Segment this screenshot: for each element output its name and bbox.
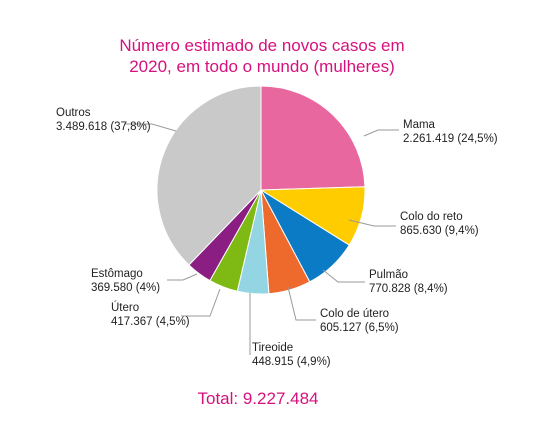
leader-line-colo-de-utero [287, 286, 316, 321]
slice-name-label-colo-de-utero: Colo de útero [320, 308, 389, 320]
leader-line-outros [124, 123, 177, 132]
pie-slice-outros [156, 85, 262, 266]
slice-name-label-outros: Outros [56, 107, 91, 119]
slice-value-label-outros: 3.489.618 (37,8%) [56, 121, 151, 133]
pie-slice-mama [260, 85, 366, 191]
leader-line-pulmao [322, 269, 365, 283]
slice-name-label-utero: Útero [111, 301, 139, 314]
leader-line-mama [363, 129, 399, 137]
slice-value-label-mama: 2.261.419 (24,5%) [403, 133, 498, 145]
slice-name-label-mama: Mama [403, 119, 436, 131]
slice-labels: Mama 2.261.419 (24,5%) Colo do reto 865.630… [56, 107, 498, 368]
slice-value-label-estomago: 369.580 (4%) [91, 282, 160, 294]
leader-lines [124, 123, 399, 355]
slice-name-label-estomago: Estômago [91, 268, 143, 280]
slice-value-label-pulmao: 770.828 (8,4%) [369, 283, 448, 295]
pie-slices [156, 85, 366, 295]
chart-title-line-2: 2020, em todo o mundo (mulheres) [129, 57, 395, 76]
slice-name-label-tireoide: Tireoide [252, 342, 293, 354]
leader-line-estomago [167, 273, 198, 281]
total-label: Total: 9.227.484 [198, 389, 319, 408]
leader-line-colo-do-reto [348, 219, 396, 227]
slice-value-label-utero: 417.367 (4,5%) [111, 316, 190, 328]
chart-title-line-1: Número estimado de novos casos em [119, 36, 404, 55]
slice-value-label-tireoide: 448.915 (4,9%) [252, 356, 331, 368]
leader-line-utero [181, 288, 221, 317]
slice-value-label-colo-de-utero: 605.127 (6,5%) [320, 322, 399, 334]
slice-value-label-colo-do-reto: 865.630 (9,4%) [400, 225, 479, 237]
slice-name-label-colo-do-reto: Colo do reto [400, 211, 463, 223]
slice-name-label-pulmao: Pulmão [369, 269, 408, 281]
